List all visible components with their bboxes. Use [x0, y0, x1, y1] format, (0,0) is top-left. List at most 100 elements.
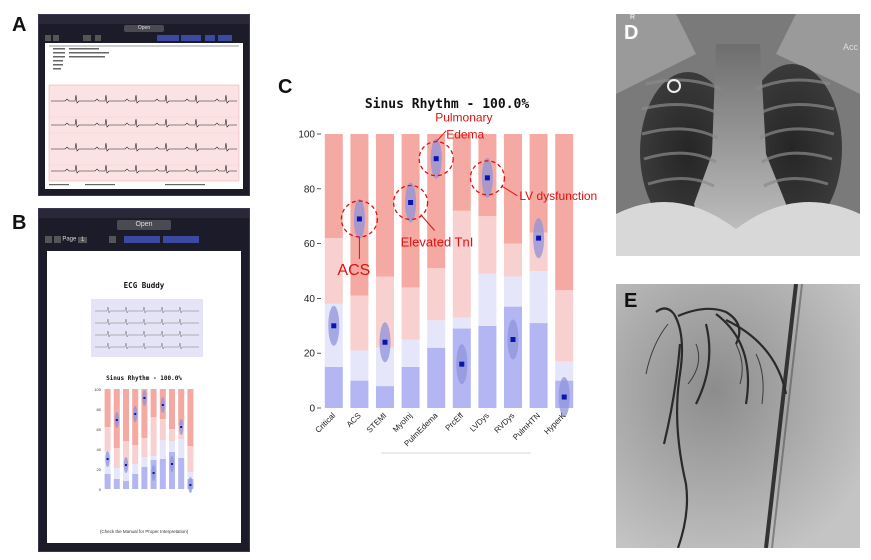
- bar-intermediate-band: [113, 468, 120, 479]
- xray-corner-text: Acc: [842, 42, 858, 52]
- y-tick-label: 60: [304, 239, 316, 250]
- bar-high-band: [123, 441, 129, 467]
- annotation-leader: [435, 130, 447, 142]
- bar-low-band: [159, 459, 166, 489]
- annotation-circle: [418, 141, 454, 177]
- value-marker: [161, 404, 164, 406]
- mini-chart-title: Sinus Rhythm - 100.0%: [106, 375, 182, 382]
- bar-high-band: [169, 429, 175, 441]
- annotation-leader: [420, 214, 435, 231]
- bar-very-high-band: [555, 134, 574, 291]
- panel-label-a: A: [12, 14, 27, 36]
- mini-y-tick-label: 20: [97, 467, 102, 472]
- bar-high-band: [150, 417, 157, 456]
- footnote: (Check the Manual for Proper Interpretat…: [99, 529, 189, 534]
- open-button[interactable]: Open: [117, 220, 171, 230]
- panel-label-d: D: [624, 22, 639, 44]
- mini-y-tick-label: 60: [97, 427, 102, 432]
- bar-low-band: [427, 347, 446, 408]
- bar-intermediate-band: [141, 457, 148, 467]
- export-all-button[interactable]: [163, 236, 200, 243]
- window-titlebar: [39, 15, 249, 24]
- bar-very-high-band: [104, 389, 111, 427]
- mini-y-tick-label: 80: [97, 407, 102, 412]
- app-title: ECG Buddy: [123, 281, 165, 290]
- panel-label-c: C: [278, 76, 293, 98]
- value-marker: [106, 458, 109, 460]
- main-chart: Sinus Rhythm - 100.0% Critical ACS STEMI My…: [298, 97, 597, 454]
- next-page-button[interactable]: [53, 236, 61, 243]
- ecg-buddy-report: ECG Buddy Sinus Rhythm - 100.0% 0 20 40 60 8…: [47, 251, 241, 543]
- panel-label-b: B: [12, 212, 27, 234]
- bar-low-band: [123, 481, 129, 489]
- x-tick-label: Critical: [314, 411, 338, 435]
- value-marker: [510, 337, 516, 342]
- bar-very-high-band: [169, 389, 175, 429]
- y-tick-label: 80: [304, 184, 316, 195]
- value-marker: [356, 216, 362, 222]
- x-tick-label: RVDys: [493, 411, 517, 435]
- annotation-circle: [392, 184, 429, 221]
- bar-intermediate-band: [187, 472, 194, 479]
- panel-label-e: E: [624, 290, 638, 312]
- bar-intermediate-band: [169, 441, 175, 452]
- x-tick-label: HyperK: [542, 411, 568, 437]
- mini-y-tick-label: 0: [99, 487, 102, 492]
- bar-intermediate-band: [123, 467, 129, 481]
- bar-high-band: [159, 419, 166, 440]
- y-tick-label: 100: [298, 130, 315, 141]
- ecg-report: [48, 45, 240, 186]
- bar-high-band: [113, 448, 120, 468]
- value-marker: [152, 472, 155, 474]
- prev-page-button[interactable]: [45, 236, 52, 243]
- xray-side-marker: R: [630, 14, 636, 21]
- chest-xray-image: [616, 14, 860, 256]
- bar-very-high-band: [452, 134, 471, 211]
- toolbar-icons: [45, 35, 232, 41]
- bar-intermediate-band: [555, 361, 574, 381]
- value-marker: [189, 484, 192, 486]
- chest-xray: D R Acc: [616, 14, 860, 256]
- value-marker: [115, 419, 118, 421]
- export-button[interactable]: [123, 236, 160, 243]
- legend-faint: [381, 452, 531, 454]
- bar-very-high-band: [150, 389, 157, 417]
- open-button[interactable]: Open: [124, 25, 164, 32]
- bar-very-high-band: [529, 134, 548, 233]
- value-marker: [331, 323, 337, 329]
- bar-low-band: [113, 479, 120, 489]
- x-tick-label: PrcEff: [444, 411, 466, 433]
- value-marker: [433, 156, 439, 162]
- mini-chart: 0 20 40 60 80 100: [94, 387, 194, 493]
- bar-intermediate-band: [427, 320, 446, 348]
- x-tick-label: MyoInj: [391, 411, 414, 434]
- bar-high-band: [104, 427, 111, 451]
- chart-title: Sinus Rhythm - 100.0%: [365, 97, 530, 112]
- bar-high-band: [427, 268, 446, 321]
- annotation-label: LV dysfunction: [519, 189, 597, 203]
- annotation-label: Pulmonary: [435, 111, 492, 125]
- mini-y-tick-label: 40: [97, 447, 102, 452]
- bar-intermediate-band: [504, 276, 522, 307]
- x-tick-label: LVDys: [468, 411, 491, 434]
- bar-high-band: [132, 445, 139, 464]
- y-tick-label: 0: [309, 404, 315, 415]
- bar-high-band: [324, 238, 343, 304]
- page-nav: Page 1: [45, 236, 245, 246]
- bar-low-band: [178, 458, 185, 489]
- bar-intermediate-band: [529, 271, 548, 324]
- value-marker: [484, 175, 490, 181]
- bar-very-high-band: [324, 134, 343, 239]
- page-number[interactable]: 1: [78, 236, 88, 243]
- annotation-label: ACS: [337, 262, 370, 279]
- bar-intermediate-band: [159, 440, 166, 459]
- y-tick-label: 40: [304, 294, 316, 305]
- bar-low-band: [350, 380, 369, 408]
- value-marker: [180, 426, 183, 428]
- toolbar-a: [43, 34, 243, 42]
- annotation-leader: [501, 185, 518, 197]
- play-button[interactable]: [109, 236, 117, 243]
- value-marker: [536, 235, 542, 241]
- value-marker: [134, 413, 137, 415]
- bar-very-high-band: [123, 389, 129, 441]
